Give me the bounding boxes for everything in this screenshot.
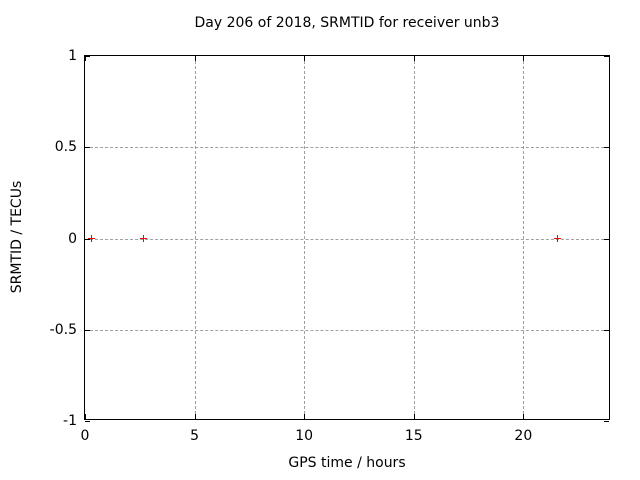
y-tick-left bbox=[85, 238, 90, 240]
x-tick-bottom bbox=[523, 414, 525, 419]
y-tick-right bbox=[604, 238, 609, 240]
x-tick-label: 15 bbox=[404, 428, 423, 444]
x-tick-top bbox=[194, 56, 196, 61]
x-tick-top bbox=[413, 56, 415, 61]
x-tick-label: 10 bbox=[295, 428, 314, 444]
y-gridline bbox=[85, 147, 609, 149]
x-tick-top bbox=[523, 56, 525, 61]
y-gridline bbox=[85, 329, 609, 331]
x-tick-bottom bbox=[194, 414, 196, 419]
data-point-marker bbox=[140, 234, 148, 242]
y-tick-right bbox=[604, 421, 609, 422]
data-point-marker bbox=[87, 234, 95, 242]
y-tick-label: 0.5 bbox=[54, 139, 77, 156]
y-gridline bbox=[85, 238, 609, 240]
x-tick-bottom bbox=[304, 414, 306, 419]
y-tick-left bbox=[85, 147, 90, 149]
chart-title: Day 206 of 2018, SRMTID for receiver unb… bbox=[194, 15, 500, 31]
y-tick-right bbox=[604, 329, 609, 331]
y-tick-left bbox=[85, 329, 90, 331]
y-tick-right bbox=[604, 56, 609, 57]
y-tick-label: 1 bbox=[68, 48, 77, 64]
x-tick-label: 20 bbox=[514, 428, 533, 444]
x-tick-label: 5 bbox=[190, 428, 200, 444]
x-axis-title: GPS time / hours bbox=[288, 455, 406, 471]
x-tick-label: 0 bbox=[80, 428, 90, 444]
y-tick-left bbox=[85, 421, 90, 422]
x-gridline bbox=[413, 56, 415, 419]
x-tick-bottom bbox=[413, 414, 415, 419]
y-tick-label: 0 bbox=[68, 230, 77, 247]
data-point-marker bbox=[554, 234, 562, 242]
y-tick-right bbox=[604, 147, 609, 149]
x-tick-top bbox=[85, 56, 86, 61]
y-tick-label: -1 bbox=[63, 413, 77, 429]
y-tick-label: -0.5 bbox=[49, 321, 77, 338]
x-gridline bbox=[304, 56, 306, 419]
plot-area: 0 5 10 15 20 1 0.5 0 -0.5 -1 bbox=[50, 48, 610, 444]
x-tick-top bbox=[304, 56, 306, 61]
x-tick-bottom bbox=[85, 414, 86, 419]
x-gridline bbox=[523, 56, 525, 419]
y-tick-left bbox=[85, 56, 90, 57]
x-gridline bbox=[194, 56, 196, 419]
